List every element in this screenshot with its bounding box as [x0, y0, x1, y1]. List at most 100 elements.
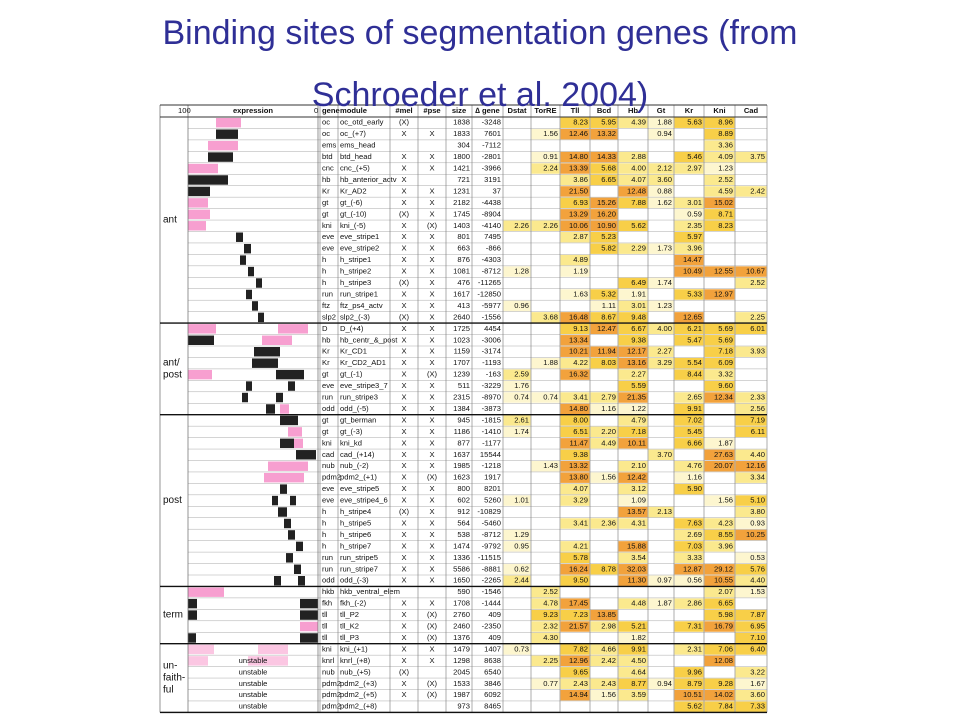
- cell-shade: [674, 232, 704, 243]
- unstable-label: unstable: [239, 656, 268, 665]
- cell: 0.96: [514, 301, 529, 310]
- cell: 2.59: [514, 370, 529, 379]
- cell: oc_(+7): [340, 129, 366, 138]
- cell: eve_stripe1: [340, 232, 379, 241]
- cell-shade: [704, 346, 735, 357]
- cell-shade: [560, 483, 590, 495]
- expression-bar: [188, 633, 196, 643]
- cell: eve_stripe3_7: [340, 381, 388, 390]
- cell: 2.52: [750, 278, 765, 287]
- cell: X: [429, 599, 434, 608]
- cell: 7.02: [687, 415, 702, 424]
- cell-shade: [704, 678, 735, 689]
- cell: X: [401, 644, 406, 653]
- expression-bar: [216, 118, 241, 128]
- cell-shade: [735, 186, 767, 197]
- cell: 12.17: [627, 347, 646, 356]
- cell-shade: [674, 575, 704, 586]
- cell: 15.88: [627, 541, 646, 550]
- cell: 1023: [453, 335, 470, 344]
- cell-shade: [704, 621, 735, 632]
- cell: 21.57: [569, 622, 588, 631]
- cell-shade: [704, 197, 735, 209]
- cell: 1838: [453, 118, 470, 127]
- cell-shade: [674, 243, 704, 254]
- cell-shade: [618, 621, 648, 632]
- cell-shade: [618, 690, 648, 701]
- cell: X: [429, 381, 434, 390]
- cell: 2.61: [514, 415, 529, 424]
- cell: X: [429, 289, 434, 298]
- cell-shade: [560, 163, 590, 174]
- cell: 3.86: [573, 175, 588, 184]
- cell: eve: [322, 381, 334, 390]
- cell: 29.12: [714, 564, 733, 573]
- column-header: #pse: [423, 106, 440, 115]
- cell: -163: [486, 370, 501, 379]
- cell: 8.55: [718, 530, 733, 539]
- cell: 5586: [453, 564, 470, 573]
- cell: 0.93: [750, 518, 765, 527]
- cell-shade: [735, 518, 767, 529]
- cell: X: [401, 553, 406, 562]
- cell: 5.68: [601, 164, 616, 173]
- cell-shade: [735, 552, 767, 564]
- cell: X: [429, 530, 434, 539]
- cell-shade: [618, 197, 648, 209]
- cell: pdm2_(+3): [340, 679, 377, 688]
- cell-shade: [704, 323, 735, 335]
- cell: 14.33: [597, 152, 616, 161]
- cell: -1177: [482, 438, 501, 447]
- cell-shade: [704, 186, 735, 197]
- cell: 1533: [453, 679, 470, 688]
- unstable-label: unstable: [239, 667, 268, 676]
- cell: 876: [457, 255, 470, 264]
- cell: 4.00: [631, 164, 646, 173]
- cell: 11.47: [570, 438, 588, 447]
- cell-shade: [674, 644, 704, 655]
- cell: X: [401, 347, 406, 356]
- cell: 1.74: [514, 427, 529, 436]
- cell-shade: [648, 277, 674, 289]
- cell: 2.32: [543, 622, 558, 631]
- cell: 1745: [453, 209, 470, 218]
- cell-shade: [590, 300, 618, 312]
- cell: (X): [399, 118, 410, 127]
- cell: X: [429, 393, 434, 402]
- cell: 4.07: [573, 484, 588, 493]
- expression-bar: [252, 358, 278, 368]
- expression-bar: [188, 610, 197, 620]
- cell: X: [429, 518, 434, 527]
- cell-shade: [648, 598, 674, 609]
- cell: 409: [488, 610, 501, 619]
- cell-shade: [674, 323, 704, 335]
- cell: 10.21: [569, 347, 588, 356]
- cell: h: [322, 518, 326, 527]
- cell-shade: [560, 266, 590, 277]
- cell: 4.00: [657, 324, 672, 333]
- expression-bar: [188, 644, 214, 655]
- cell-shade: [648, 186, 674, 197]
- cell-shade: [560, 335, 590, 346]
- cell: fkh: [322, 599, 332, 608]
- cell-shade: [704, 209, 735, 220]
- cell: 13.16: [627, 358, 646, 367]
- cell-shade: [590, 312, 618, 323]
- cell: (X): [399, 209, 410, 218]
- cell-shade: [704, 598, 735, 609]
- cell-shade: [560, 220, 590, 231]
- cell: 12.16: [746, 461, 765, 470]
- column-header: Hb: [628, 106, 638, 115]
- cell: X: [401, 198, 406, 207]
- cell: hkb_ventral_elem: [340, 587, 400, 596]
- cell-shade: [704, 380, 735, 392]
- cell-shade: [735, 644, 767, 655]
- cell: 590: [457, 587, 470, 596]
- expression-bar: [300, 633, 318, 643]
- cell: 32.03: [627, 564, 646, 573]
- cell: 4.50: [631, 656, 646, 665]
- cell-shade: [674, 426, 704, 438]
- cell: 5260: [484, 496, 501, 505]
- cell: X: [429, 415, 434, 424]
- cell: 1637: [453, 450, 470, 459]
